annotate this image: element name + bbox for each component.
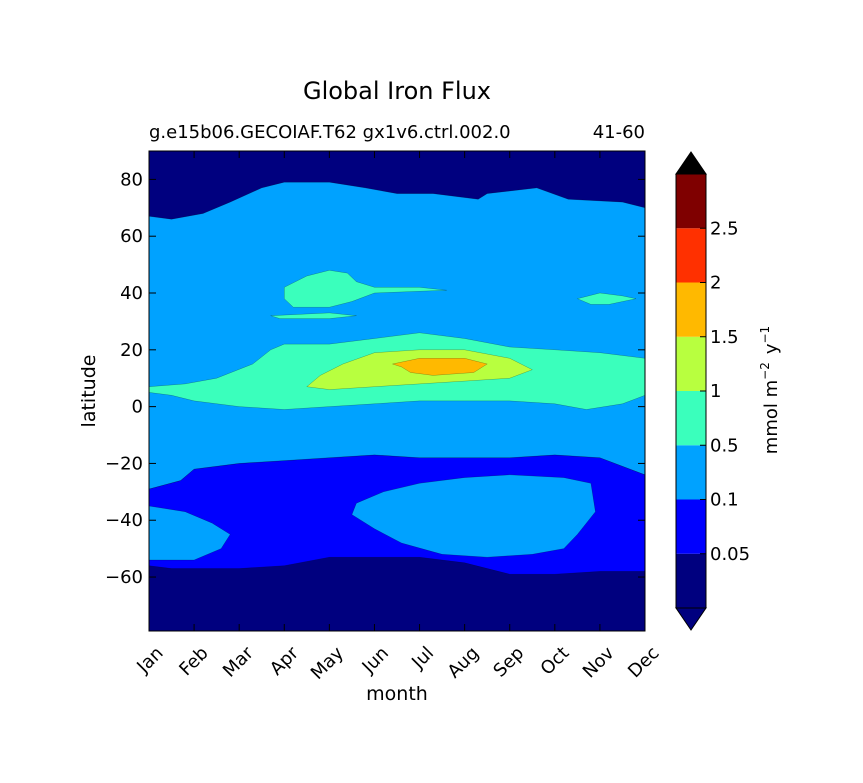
colorbar-segment-6 xyxy=(676,228,706,283)
y-tick-label-1: 60 xyxy=(120,226,143,247)
y-tick-label-2: 40 xyxy=(120,283,143,304)
y-tick-label-7: −60 xyxy=(105,567,143,588)
x-tick-label-3: Apr xyxy=(266,642,303,679)
x-tick-label-2: Mar xyxy=(219,642,258,681)
x-tick-label-8: Sep xyxy=(489,643,528,682)
contour-region-1 xyxy=(149,505,231,561)
x-tick-label-6: Jul xyxy=(407,643,438,674)
colorbar: 0.05 0.1 0.5 1 1.5 2 2.5 mmol m−2 y−1 xyxy=(675,151,782,631)
x-tick-label-1: Feb xyxy=(175,643,212,680)
y-tick-label-5: −20 xyxy=(105,453,143,474)
contour-region-9 xyxy=(391,358,488,376)
y-tick-label-3: 20 xyxy=(120,340,143,361)
contour-region-3 xyxy=(149,181,645,490)
contour-region-5 xyxy=(284,270,447,308)
colorbar-segment-5 xyxy=(676,282,706,337)
x-tick-label-9: Oct xyxy=(537,643,574,680)
colorbar-tick-label-2: 0.5 xyxy=(710,435,739,456)
colorbar-tick-label-0: 0.05 xyxy=(710,544,750,565)
colorbar-segment-1 xyxy=(676,499,706,554)
colorbar-segment-0 xyxy=(676,553,706,608)
y-tick-label-6: −40 xyxy=(105,510,143,531)
colorbar-tick-label-4: 1.5 xyxy=(710,327,739,348)
colorbar-extend-max xyxy=(675,151,707,175)
x-axis-label: month xyxy=(366,683,428,705)
plot-area: Jan Feb Mar Apr May Jun Jul Aug Sep Oct Nov Dec 80 6… xyxy=(105,150,664,684)
contour-region-6 xyxy=(270,312,357,319)
colorbar-tick-label-3: 1 xyxy=(710,381,721,402)
colorbar-label: mmol m−2 y−1 xyxy=(758,326,782,454)
colorbar-segment-2 xyxy=(676,445,706,500)
x-tick-label-0: Jan xyxy=(132,643,167,678)
y-tick-label-0: 80 xyxy=(120,169,143,190)
colorbar-tick-label-6: 2.5 xyxy=(710,218,739,239)
contour-region-2 xyxy=(351,474,596,558)
chart-title: Global Iron Flux xyxy=(303,77,491,105)
colorbar-label-main: mmol m xyxy=(761,380,782,454)
colorbar-tick-label-5: 2 xyxy=(710,273,721,294)
colorbar-tick-label-1: 0.1 xyxy=(710,490,739,511)
x-tick-label-7: Aug xyxy=(444,643,484,683)
colorbar-segment-4 xyxy=(676,336,706,391)
colorbar-label-exp2: −1 xyxy=(758,326,772,344)
x-tick-label-11: Dec xyxy=(624,643,663,682)
plot-frame xyxy=(148,150,646,632)
x-tick-label-10: Nov xyxy=(579,642,619,682)
x-tick-label-4: May xyxy=(307,642,348,683)
colorbar-extend-min xyxy=(675,607,707,631)
colorbar-label-exp1: −2 xyxy=(758,362,772,380)
colorbar-label-mid: y xyxy=(761,343,782,354)
y-tick-label-4: 0 xyxy=(132,397,143,418)
x-tick-label-5: Jun xyxy=(358,643,393,678)
colorbar-segment-7 xyxy=(676,174,706,229)
y-axis-label: latitude xyxy=(78,355,100,428)
chart-subtitle-left: g.e15b06.GECOIAF.T62 gx1v6.ctrl.002.0 xyxy=(149,122,511,143)
colorbar-segment-3 xyxy=(676,391,706,446)
chart-subtitle-right: 41-60 xyxy=(593,122,645,143)
contour-region-7 xyxy=(576,292,637,305)
